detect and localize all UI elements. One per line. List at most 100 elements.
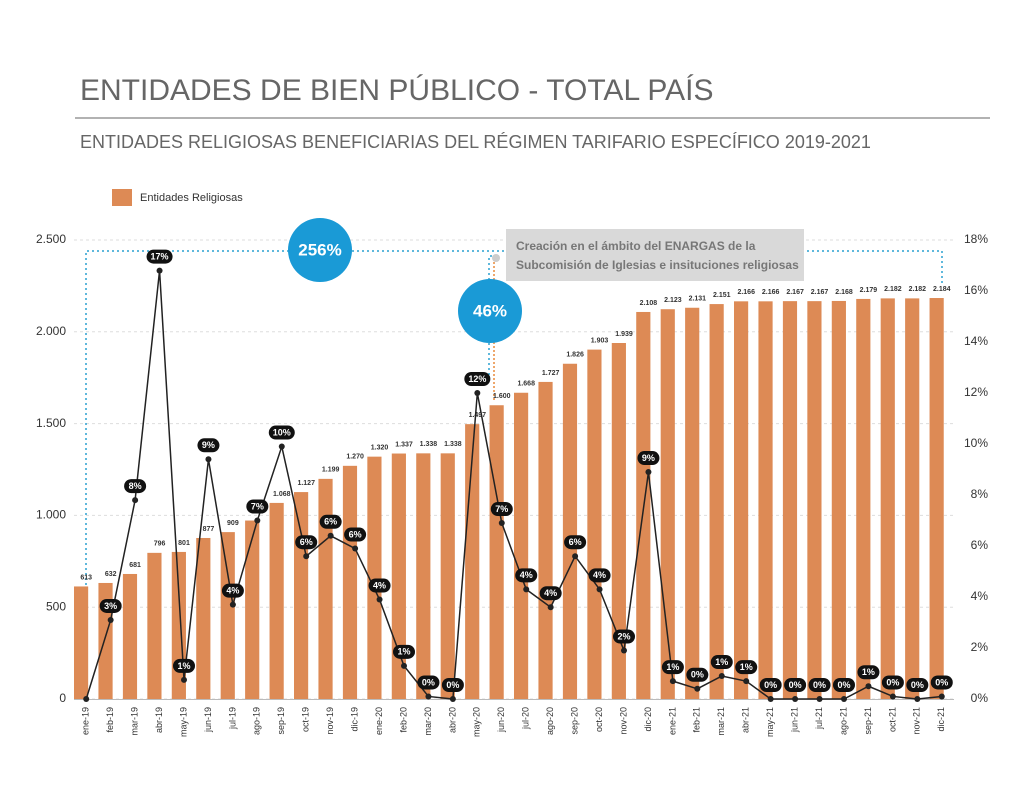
x-tick-label: sep-21 xyxy=(863,707,873,735)
bar xyxy=(294,492,309,699)
x-tick-label: nov-19 xyxy=(325,707,335,735)
x-tick-label: may-21 xyxy=(765,707,775,737)
x-tick-label: sep-20 xyxy=(569,707,579,735)
label-bubble xyxy=(857,665,880,680)
line-label: 9% xyxy=(642,453,655,463)
line-point xyxy=(669,678,676,685)
line-point xyxy=(572,553,579,560)
label-bubble xyxy=(661,660,684,675)
x-tick-label: oct-21 xyxy=(887,707,897,732)
bar xyxy=(880,298,895,699)
x-tick-label: abr-19 xyxy=(154,707,164,733)
line-point xyxy=(914,696,921,702)
line-label: 0% xyxy=(813,680,826,690)
line xyxy=(85,270,942,700)
line-label: 0% xyxy=(446,680,459,690)
bar xyxy=(734,301,749,699)
line-point xyxy=(376,596,383,603)
badge-256 xyxy=(288,218,352,282)
x-tick-label: may-19 xyxy=(178,707,188,737)
x-tick-label: ene-20 xyxy=(374,707,384,735)
bar-label: 1.199 xyxy=(322,467,340,474)
line-point xyxy=(474,390,481,396)
event-text: Subcomisión de Iglesias e insituciones r… xyxy=(516,258,799,272)
line-label: 0% xyxy=(935,677,948,687)
event-text: Creación en el ámbito del ENARGAS de la xyxy=(516,239,756,253)
line-point xyxy=(327,532,334,539)
line-label: 0% xyxy=(886,677,899,687)
bar xyxy=(367,456,382,699)
bar xyxy=(782,301,798,699)
badge-text: 256% xyxy=(298,240,341,259)
bar xyxy=(538,381,553,699)
bar-label: 2.166 xyxy=(737,289,755,296)
bar xyxy=(416,453,431,699)
bar-label: 2.182 xyxy=(884,286,902,293)
bar-label: 2.123 xyxy=(664,297,682,304)
line-label: 0% xyxy=(764,680,777,690)
label-bubble xyxy=(319,514,342,529)
x-tick-label: jun-19 xyxy=(203,707,213,733)
line-point xyxy=(352,545,359,552)
x-tick-label: ene-21 xyxy=(667,707,677,735)
bar xyxy=(929,298,944,699)
line-point xyxy=(229,601,236,608)
y2-tick-label: 14% xyxy=(964,334,988,348)
bar-label: 1.939 xyxy=(615,331,633,338)
bar-label: 909 xyxy=(227,520,239,527)
line-point xyxy=(694,685,701,692)
line-label: 0% xyxy=(837,680,850,690)
bar-label: 2.168 xyxy=(835,289,853,296)
bar xyxy=(220,532,235,699)
line-label: 1% xyxy=(177,661,190,671)
bar-label: 2.131 xyxy=(689,296,707,303)
x-tick-label: may-20 xyxy=(472,707,482,737)
line-label: 4% xyxy=(226,586,239,596)
y2-tick-label: 8% xyxy=(971,487,989,501)
x-tick-label: ago-19 xyxy=(252,707,262,735)
bar xyxy=(440,453,455,699)
label-bubble xyxy=(124,479,147,494)
bar-label: 1.338 xyxy=(444,441,462,448)
label-bubble xyxy=(686,667,709,682)
label-bubble xyxy=(99,598,122,613)
bar xyxy=(685,307,700,699)
x-tick-label: ene-19 xyxy=(81,707,91,735)
label-bubble xyxy=(784,678,807,692)
line-point xyxy=(596,586,603,593)
x-tick-label: jun-21 xyxy=(789,707,799,733)
label-bubble xyxy=(146,249,173,264)
label-bubble xyxy=(197,438,220,453)
y2-tick-label: 4% xyxy=(971,589,989,603)
line-point xyxy=(792,696,799,702)
bar xyxy=(562,363,578,699)
x-tick-label: nov-20 xyxy=(618,707,628,735)
bar-label: 796 xyxy=(154,541,166,548)
line-label: 1% xyxy=(715,657,728,667)
line-point xyxy=(425,693,432,700)
line-point xyxy=(523,586,530,593)
bar-label: 1.727 xyxy=(542,370,560,377)
line-point xyxy=(449,696,456,702)
line-label: 9% xyxy=(202,440,215,450)
line-point xyxy=(645,469,652,476)
x-tick-label: dic-20 xyxy=(643,707,653,732)
label-bubble xyxy=(613,629,635,644)
y-tick-label: 500 xyxy=(46,599,66,613)
x-tick-label: ago-21 xyxy=(838,707,848,735)
bar xyxy=(342,465,358,699)
x-tick-label: feb-19 xyxy=(105,707,115,733)
line-point xyxy=(889,693,896,700)
line-label: 4% xyxy=(593,570,606,580)
line-label: 2% xyxy=(617,631,630,641)
badge-46 xyxy=(458,279,522,343)
line-label: 4% xyxy=(373,580,386,590)
bar xyxy=(856,298,871,699)
y2-tick-label: 10% xyxy=(964,436,988,450)
line-label: 17% xyxy=(151,251,169,261)
y-tick-label: 2.500 xyxy=(36,232,66,246)
line-point xyxy=(107,616,114,623)
bar-label: 2.166 xyxy=(762,289,780,296)
event-box xyxy=(506,229,804,281)
label-bubble xyxy=(515,568,538,583)
